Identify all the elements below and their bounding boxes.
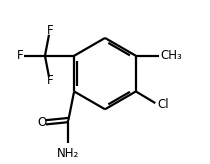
- Text: NH₂: NH₂: [57, 147, 80, 160]
- Text: F: F: [46, 24, 53, 37]
- Text: CH₃: CH₃: [160, 49, 182, 62]
- Text: Cl: Cl: [157, 98, 169, 111]
- Text: O: O: [37, 116, 46, 129]
- Text: F: F: [17, 49, 23, 62]
- Text: F: F: [46, 74, 53, 87]
